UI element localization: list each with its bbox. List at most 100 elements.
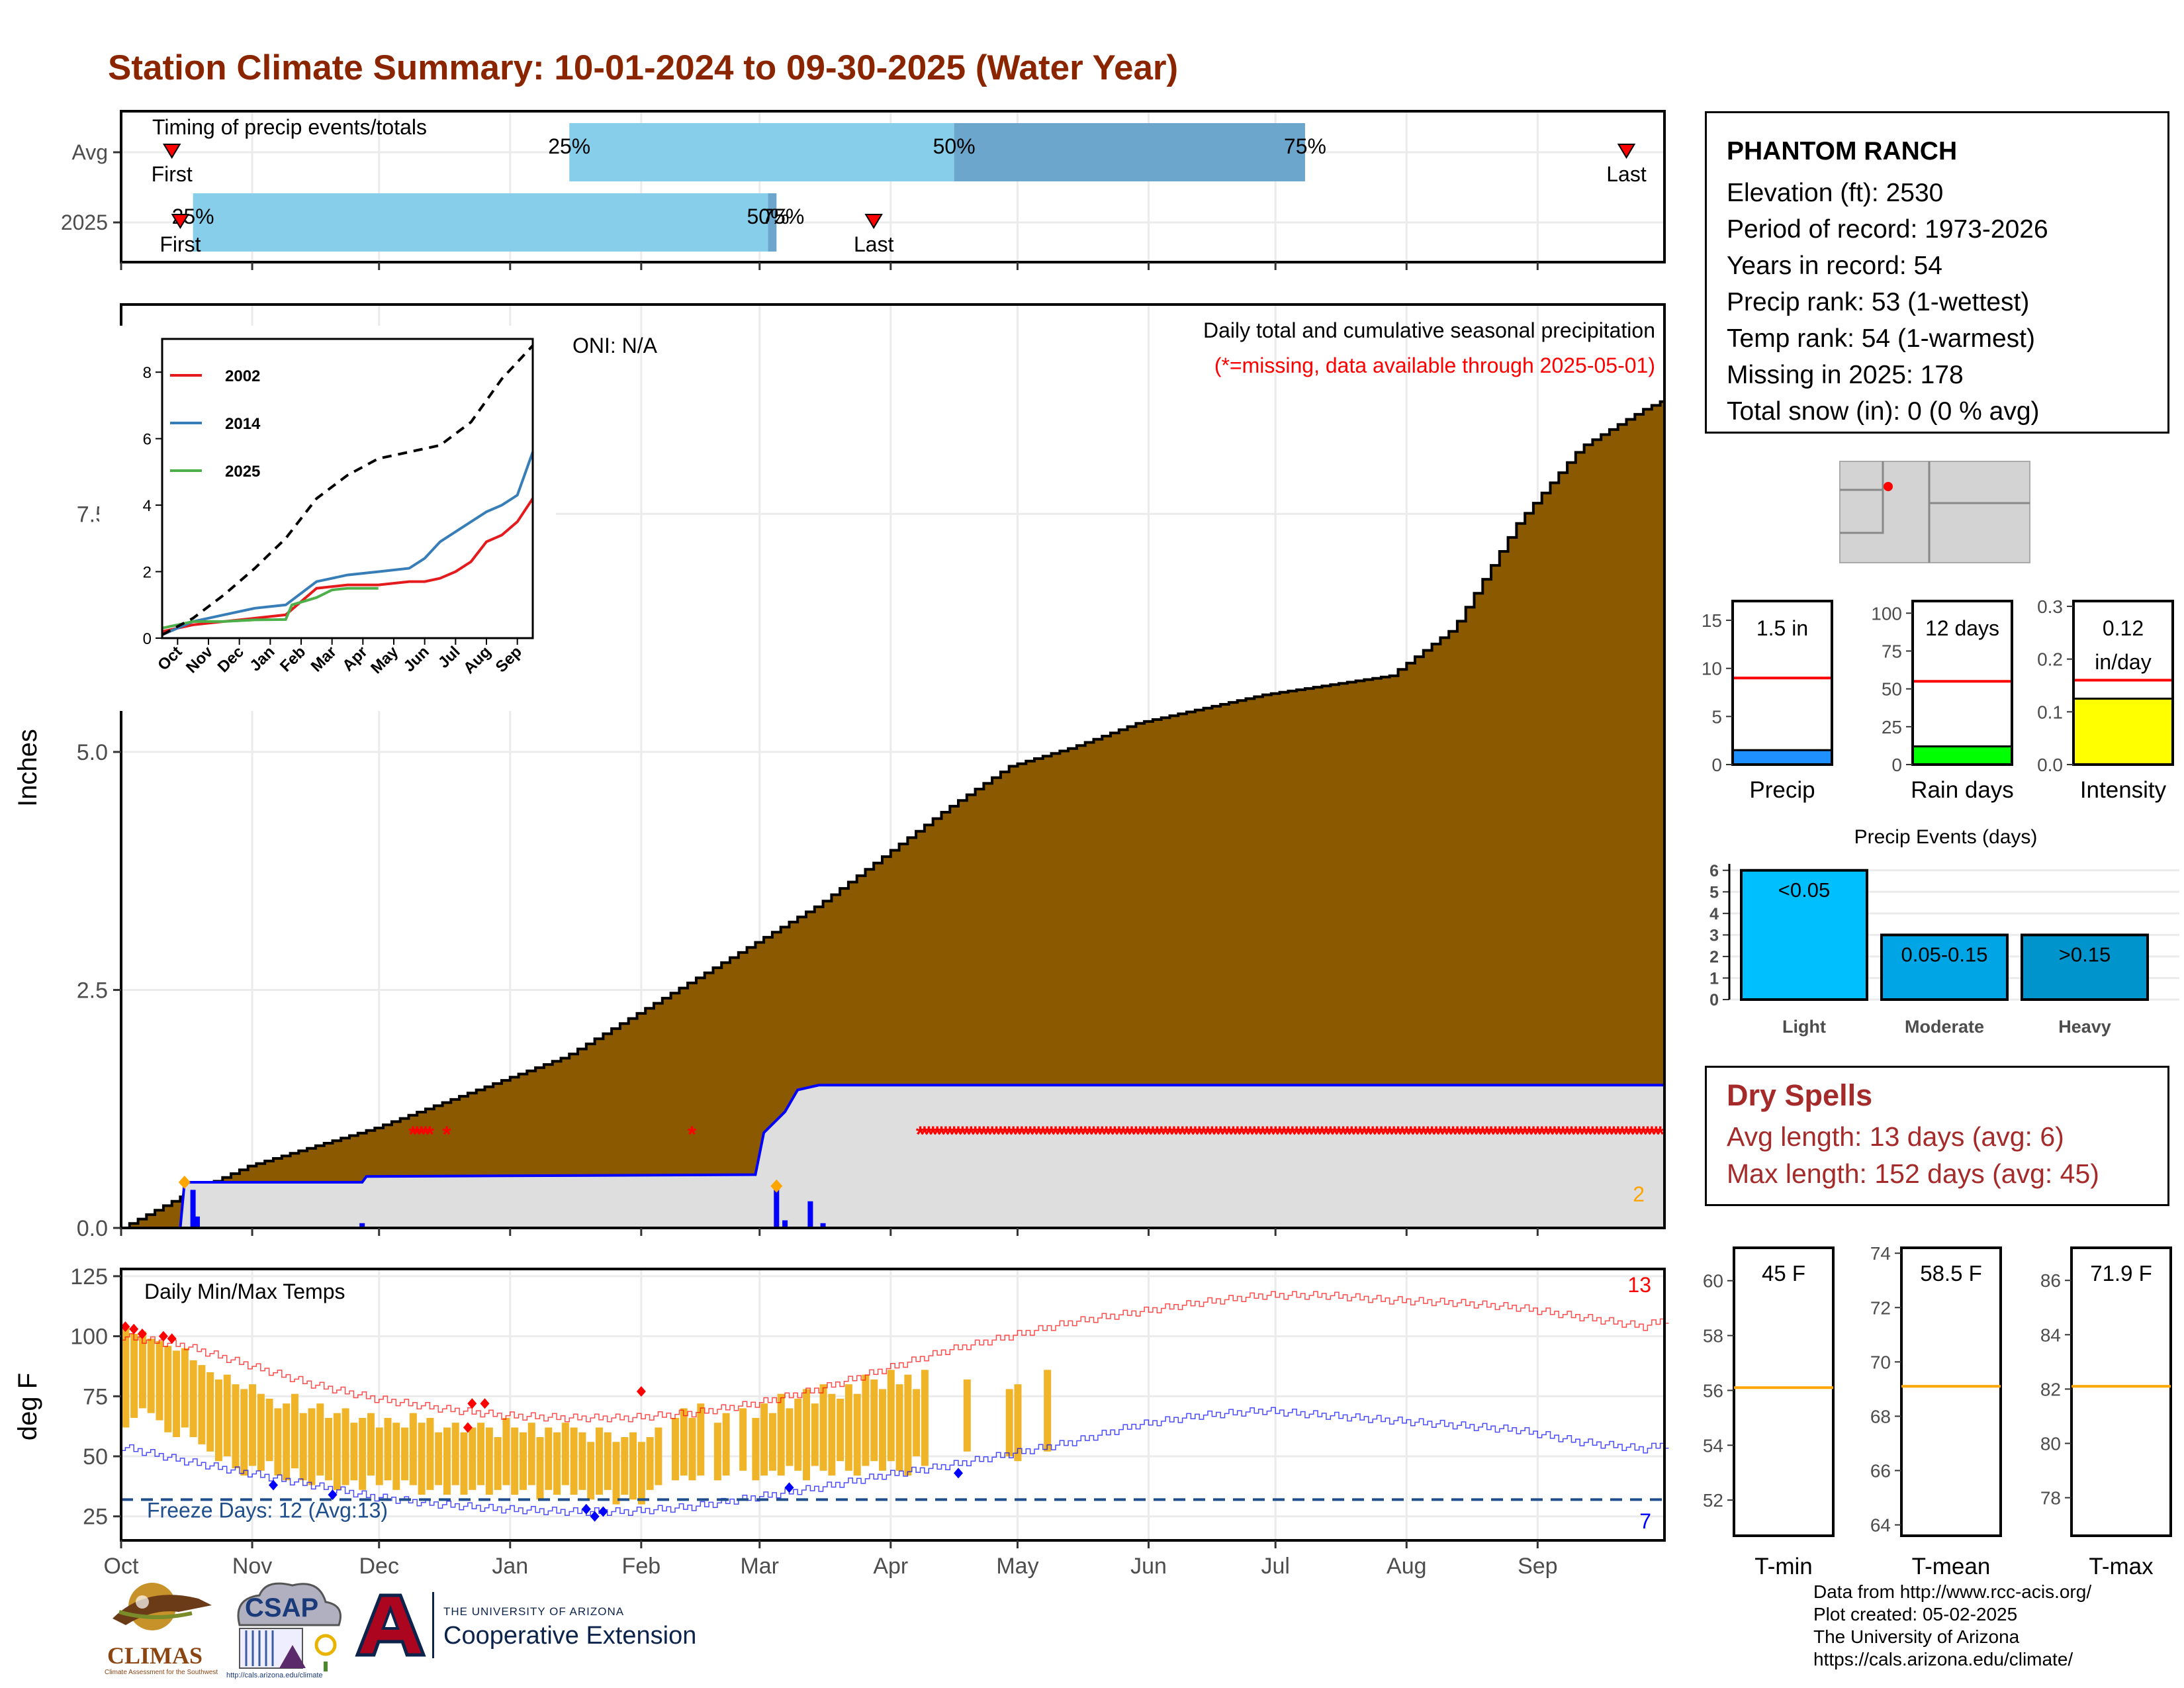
temps-daily-range-bar	[887, 1370, 895, 1462]
temps-daily-range-bar	[752, 1417, 760, 1481]
station-info-box: PHANTOM RANCH Elevation (ft): 2530 Perio…	[1705, 111, 2169, 434]
total-panel-label: Intensity	[2080, 777, 2167, 803]
precip-missing-marker: *	[1339, 1122, 1348, 1147]
temps-daily-range-bar	[240, 1389, 248, 1476]
precip-missing-marker: *	[1555, 1122, 1564, 1147]
temps-freeze-label: Freeze Days: 12 (Avg:13)	[147, 1498, 388, 1522]
temps-daily-range-bar	[777, 1393, 785, 1476]
timing-bar-25-50	[193, 193, 768, 252]
temps-daily-range-bar	[443, 1427, 451, 1495]
temps-xtick-label: Mar	[740, 1554, 779, 1579]
precip-missing-marker: *	[1279, 1122, 1289, 1147]
precip-missing-marker: *	[1300, 1122, 1310, 1147]
events-title: Precip Events (days)	[1854, 826, 2038, 848]
precip-missing-marker: *	[1445, 1122, 1454, 1147]
tsum-panel-label: T-mean	[1912, 1554, 1991, 1579]
precip-missing-marker: *	[1191, 1122, 1200, 1147]
tsum-frame-1	[1900, 1246, 2002, 1537]
tsum-ytick-label: 56	[1703, 1380, 1723, 1401]
events-ytick-label: 3	[1709, 926, 1719, 945]
temps-daily-range-bar	[870, 1379, 878, 1462]
precip-frame	[120, 303, 1666, 1229]
footer-credits: Data from http://www.rcc-acis.org/ Plot …	[1813, 1581, 2091, 1671]
events-bar-heavy	[2021, 933, 2149, 1002]
events-bar-label: >0.15	[2059, 943, 2111, 966]
temps-daily-range-bar	[587, 1442, 595, 1500]
precip-missing-marker: *	[1486, 1122, 1496, 1147]
precip-missing-marker: *	[1500, 1122, 1509, 1147]
csap-url: http://cals.arizona.edu/climate	[226, 1671, 323, 1679]
tsum-ytick-label: 70	[1870, 1352, 1891, 1372]
precip-missing-marker: *	[1330, 1122, 1340, 1147]
temps-daily-range-bar	[164, 1346, 172, 1432]
precip-oni-label: ONI: N/A	[572, 334, 658, 357]
temps-daily-range-bar	[494, 1436, 502, 1490]
total-panel-label: Precip	[1749, 777, 1815, 803]
events-ytick-label: 2	[1709, 948, 1719, 966]
station-temp-rank: Temp rank: 54 (1-warmest)	[1727, 324, 2035, 353]
precip-missing-marker: *	[1229, 1122, 1238, 1147]
precip-missing-marker: *	[1470, 1122, 1479, 1147]
station-missing: Missing in 2025: 178	[1727, 361, 1964, 389]
precip-missing-marker: *	[1343, 1122, 1352, 1147]
precip-missing-marker: *	[1297, 1122, 1306, 1147]
temps-daily-range-bar	[862, 1374, 870, 1466]
precip-missing-marker: *	[1334, 1122, 1343, 1147]
temps-ytick-label: 75	[83, 1384, 108, 1409]
precip-missing-marker: *	[1022, 1122, 1031, 1147]
precip-ylabel: Inches	[13, 729, 42, 807]
events-ytick-label: 0	[1709, 991, 1719, 1009]
precip-missing-marker: *	[1410, 1122, 1420, 1147]
precip-missing-marker: *	[954, 1122, 963, 1147]
tsum-ytick-label: 72	[1870, 1297, 1891, 1318]
precip-missing-marker: *	[1453, 1122, 1462, 1147]
events-category-label: Moderate	[1905, 1017, 1984, 1037]
inset-ytick-label: 2	[143, 564, 152, 582]
precip-daily-bar	[359, 1223, 365, 1228]
temps-daily-range-bar	[350, 1423, 358, 1481]
temps-daily-range-bar	[401, 1427, 409, 1481]
ua-extension: Cooperative Extension	[443, 1622, 697, 1650]
precip-missing-marker: *	[1111, 1122, 1120, 1147]
precip-missing-marker: *	[1017, 1122, 1026, 1147]
ua-logo: THE UNIVERSITY OF ARIZONA Cooperative Ex…	[354, 1592, 751, 1665]
temps-daily-range-bar	[713, 1423, 721, 1481]
temps-daily-range-bar	[502, 1417, 510, 1485]
total-ytick-label: 10	[1702, 659, 1722, 679]
temps-title: Daily Min/Max Temps	[144, 1280, 345, 1303]
precip-missing-marker: *	[1263, 1122, 1272, 1147]
precip-missing-marker: *	[1652, 1122, 1661, 1147]
precip-missing-marker: *	[1098, 1122, 1107, 1147]
temps-daily-range-bar	[739, 1408, 747, 1471]
precip-missing-marker: *	[1195, 1122, 1205, 1147]
precip-missing-marker: *	[1614, 1122, 1623, 1147]
precip-missing-marker: *	[1369, 1122, 1378, 1147]
temps-daily-range-bar	[604, 1432, 612, 1490]
temps-record-high-marker	[167, 1333, 177, 1344]
temps-daily-range-bar	[895, 1384, 903, 1471]
precip-missing-marker: *	[1381, 1122, 1390, 1147]
events-bar-light	[1740, 868, 1868, 1002]
temps-daily-range-bar	[553, 1432, 561, 1495]
temps-daily-range-bar	[768, 1413, 776, 1471]
precip-missing-marker: *	[1233, 1122, 1242, 1147]
precip-missing-marker: *	[1203, 1122, 1212, 1147]
precip-missing-marker: *	[1457, 1122, 1467, 1147]
locator-map-station-marker	[1884, 482, 1893, 491]
precip-missing-marker: *	[950, 1122, 959, 1147]
climas-tagline: Climate Assessment for the Southwest	[105, 1669, 218, 1676]
temps-daily-range-bar	[637, 1442, 645, 1505]
precip-missing-marker: *	[1432, 1122, 1441, 1147]
temps-daily-range-bar	[206, 1372, 214, 1452]
temps-daily-range-bar	[189, 1360, 197, 1437]
tsum-frame-2	[2070, 1246, 2172, 1537]
tsum-ytick-label: 82	[2040, 1379, 2061, 1399]
precip-missing-marker: *	[1571, 1122, 1580, 1147]
precip-missing-marker: *	[1250, 1122, 1259, 1147]
footer-university: The University of Arizona	[1813, 1626, 2020, 1647]
csap-wordmark: CSAP	[245, 1593, 319, 1622]
temps-daily-range-bar	[646, 1436, 654, 1490]
precip-missing-marker: *	[1491, 1122, 1500, 1147]
temps-daily-range-bar	[122, 1327, 130, 1428]
station-name: PHANTOM RANCH	[1727, 137, 1958, 165]
